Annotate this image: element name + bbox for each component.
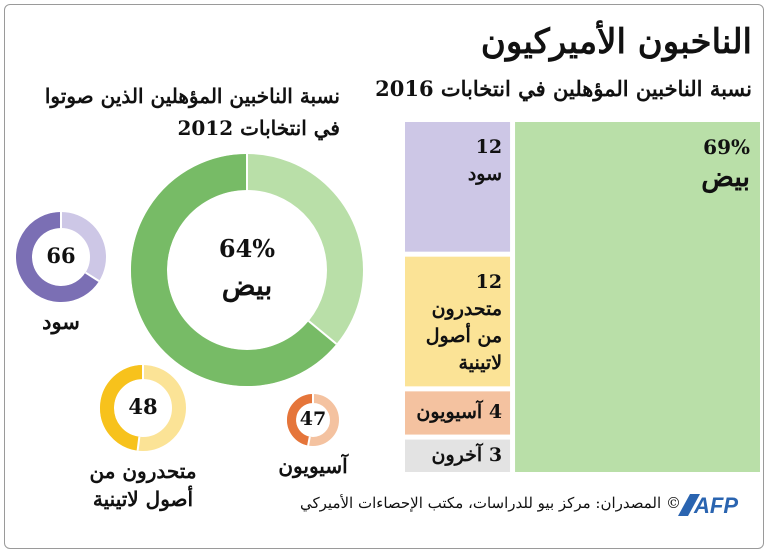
treemap-label-other: 3 آخرون	[431, 443, 503, 466]
donut-arc-white	[131, 154, 337, 386]
donut-name-latino: متحدرون من أصول لاتينية	[89, 459, 197, 511]
treemap-label-asian: 4 آسيويون	[416, 400, 503, 423]
donut-arc-asian	[287, 394, 314, 446]
donut-arc-black	[16, 212, 99, 302]
sources-footer: © المصدران: مركز بيو للدراسات، مكتب الإح…	[300, 494, 681, 512]
donut-value-asian: 47	[299, 407, 327, 430]
treemap-cell-asian	[405, 391, 511, 435]
treemap-label-black: 12 سود	[467, 136, 503, 185]
page-title: الناخبون الأميركيون	[480, 22, 752, 62]
donut-name-black: سود	[42, 309, 80, 334]
treemap-cell-latino	[405, 256, 511, 387]
treemap-cell-white	[515, 122, 760, 472]
donut-arc-latino	[100, 365, 144, 451]
donut-separator-asian	[307, 436, 311, 446]
treemap-label-latino: 12 متحدرون من أصول لاتينية	[425, 270, 503, 374]
donut-heading: نسبة الناخبين المؤهلين الذين صوتوا في ان…	[44, 84, 340, 140]
donut-name-white: بيض	[221, 269, 273, 302]
svg-text:AFP: AFP	[693, 493, 738, 518]
donut-value-white: 64%	[218, 234, 276, 263]
donut-separator-white	[308, 320, 338, 345]
sources-text: المصدران: مركز بيو للدراسات، مكتب الإحصا…	[300, 494, 662, 512]
copyright-icon: ©	[665, 494, 681, 512]
donut-value-latino: 48	[128, 394, 158, 420]
treemap-cell-black	[405, 122, 511, 252]
donut-value-black: 66	[46, 243, 76, 269]
treemap-heading: نسبة الناخبين المؤهلين في انتخابات 2016	[375, 76, 752, 101]
donut-name-asian: آسيويون	[278, 454, 348, 478]
donut-separator-latino	[136, 436, 141, 451]
treemap-label-white: 69% بيض	[701, 135, 750, 193]
treemap-cell-other	[405, 439, 511, 472]
donut-separator-black	[84, 271, 100, 282]
afp-logo-icon: AFP	[678, 493, 738, 518]
